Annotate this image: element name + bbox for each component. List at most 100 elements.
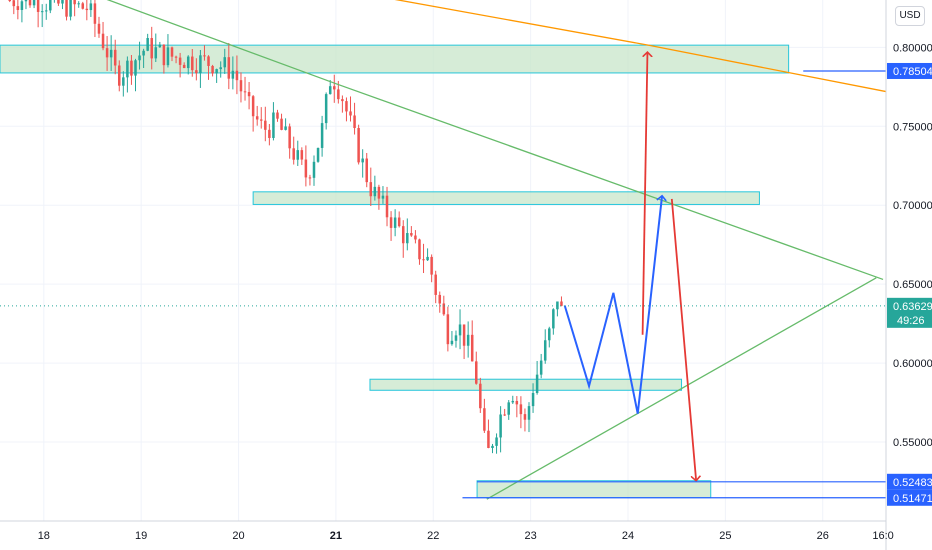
projections xyxy=(563,52,696,481)
candle-body xyxy=(219,67,222,70)
price-badges: 0.78504 0.52483 0.51471 0.63629 49:26 xyxy=(887,62,932,506)
candle-body xyxy=(312,161,316,178)
candle-body xyxy=(146,38,149,51)
candle-body xyxy=(8,0,11,1)
candle-body xyxy=(304,159,308,178)
candle-body xyxy=(16,6,20,10)
trendlines xyxy=(106,0,887,500)
candle-body xyxy=(49,0,52,11)
grid xyxy=(0,0,886,521)
candle-body xyxy=(118,65,121,86)
candle-body xyxy=(491,445,494,448)
zone-box xyxy=(252,191,760,205)
candle-body xyxy=(458,324,462,336)
x-tick-label: 24 xyxy=(622,530,634,542)
candle-body xyxy=(511,400,515,403)
candle-body xyxy=(349,111,352,116)
candle-body xyxy=(556,301,559,310)
price-badge-label: 0.78504 xyxy=(893,66,932,78)
candle-body xyxy=(393,217,397,228)
candle-body xyxy=(126,60,129,78)
candle-body xyxy=(182,64,186,69)
candle-body xyxy=(12,0,16,7)
candle-body xyxy=(247,92,251,97)
candle-body xyxy=(373,186,377,197)
x-tick-label: 26 xyxy=(817,530,829,542)
candle-body xyxy=(109,49,113,58)
candle-body xyxy=(199,55,202,74)
candle-body xyxy=(337,89,340,100)
x-tick-label: 16:0 xyxy=(872,530,893,542)
candle-body xyxy=(255,116,259,120)
candle-body xyxy=(158,44,162,48)
candle-body xyxy=(223,57,227,68)
candle-body xyxy=(195,70,198,74)
zone-box xyxy=(369,378,683,391)
candle-body xyxy=(227,57,231,79)
candle-body xyxy=(357,128,360,163)
candle-body xyxy=(40,11,44,13)
candle-body xyxy=(251,96,255,117)
candle-body xyxy=(552,309,555,329)
candle-body xyxy=(288,126,291,149)
x-tick-label: 22 xyxy=(427,530,439,542)
candle-body xyxy=(36,0,40,12)
candle-body xyxy=(191,56,194,71)
candle-body xyxy=(130,60,133,76)
candle-body xyxy=(333,86,336,90)
candle-body xyxy=(44,10,48,12)
trendline-green xyxy=(486,277,877,500)
x-tick-label: 18 xyxy=(38,530,50,542)
currency-button[interactable]: USD xyxy=(895,6,925,26)
axes xyxy=(0,0,887,550)
candle-body xyxy=(231,70,235,79)
candle-body xyxy=(466,334,470,346)
x-tick-label: 19 xyxy=(135,530,147,542)
y-tick-label: 0.60000 xyxy=(893,358,932,370)
candle-body xyxy=(397,217,401,227)
candle-body xyxy=(57,0,60,4)
projection-arrow-red xyxy=(641,52,648,335)
candle-body xyxy=(243,91,247,93)
candle-body xyxy=(170,47,174,57)
candle-body xyxy=(264,120,267,130)
candle-body xyxy=(142,50,145,56)
candle-body xyxy=(81,3,85,9)
candles xyxy=(8,0,563,454)
y-tick-label: 0.65000 xyxy=(893,279,932,291)
candle-body xyxy=(235,70,239,81)
candle-body xyxy=(276,112,279,119)
trendline-orange xyxy=(394,0,887,93)
candle-body xyxy=(369,182,373,197)
candle-body xyxy=(308,177,312,179)
candle-body xyxy=(515,400,519,405)
trendline-green xyxy=(106,0,884,281)
candle-body xyxy=(134,60,137,76)
candle-body xyxy=(523,414,527,420)
candle-body xyxy=(65,0,68,17)
y-tick-label: 0.75000 xyxy=(893,121,932,133)
candle-body xyxy=(292,148,295,160)
candle-body xyxy=(385,195,389,218)
candle-body xyxy=(113,49,117,66)
candle-body xyxy=(418,239,421,260)
candle-body xyxy=(503,414,506,416)
candle-body xyxy=(365,158,368,183)
candle-body xyxy=(495,437,498,446)
candle-body xyxy=(300,150,304,160)
candle-body xyxy=(389,217,393,228)
candle-body xyxy=(272,112,275,138)
candle-body xyxy=(215,69,218,74)
current-price-badge xyxy=(887,297,932,328)
candle-body xyxy=(483,408,486,431)
price-badge-label: 0.52483 xyxy=(893,477,932,489)
candle-body xyxy=(535,374,539,393)
candle-body xyxy=(539,360,543,375)
candle-body xyxy=(328,86,332,95)
candle-body xyxy=(150,38,153,59)
candle-body xyxy=(341,99,344,102)
candle-body xyxy=(280,118,283,130)
candle-body xyxy=(32,0,36,6)
candle-body xyxy=(434,274,437,295)
